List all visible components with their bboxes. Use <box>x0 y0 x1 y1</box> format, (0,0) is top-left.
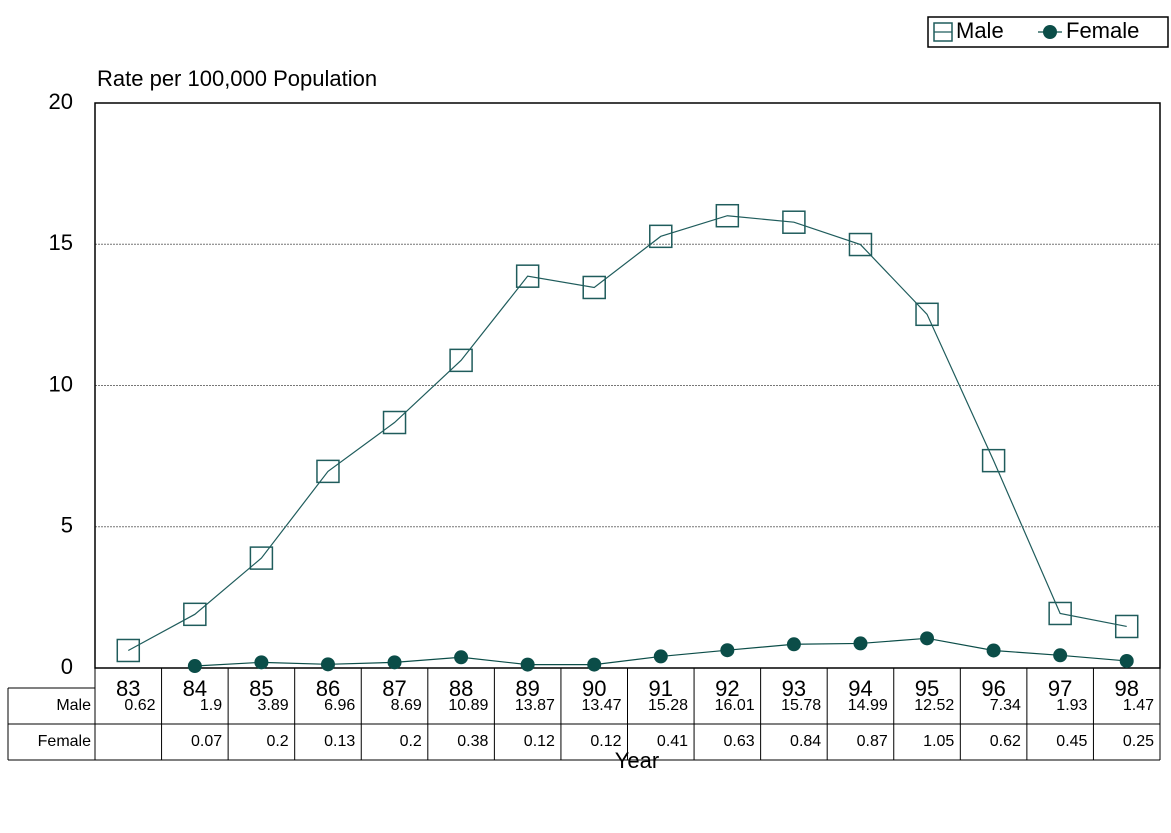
x-tick-label: 98 <box>1114 676 1138 701</box>
marker <box>515 264 540 288</box>
x-tick-label: 94 <box>848 676 872 701</box>
table-value: 1.47 <box>1123 697 1154 714</box>
x-tick-label: 96 <box>981 676 1005 701</box>
marker <box>183 602 207 627</box>
x-tick-label: 95 <box>915 676 939 701</box>
x-tick-label: 88 <box>449 676 473 701</box>
marker <box>1053 648 1068 663</box>
marker <box>720 643 735 658</box>
x-tick-label: 89 <box>515 676 539 701</box>
y-tick-label: 15 <box>49 230 73 255</box>
marker <box>320 657 335 672</box>
series-line <box>127 215 1127 652</box>
table-value: 13.47 <box>581 697 621 714</box>
marker <box>853 636 868 651</box>
table-value: 15.28 <box>648 697 688 714</box>
table-value: 0.87 <box>857 733 888 750</box>
marker <box>649 224 673 249</box>
marker <box>382 410 407 435</box>
table-value: 12.52 <box>914 697 954 714</box>
table-value: 0.38 <box>457 733 488 750</box>
marker <box>316 459 340 484</box>
marker <box>387 655 402 670</box>
table-value: 13.87 <box>515 697 555 714</box>
marker <box>1119 653 1134 668</box>
y-tick-label: 5 <box>61 513 73 538</box>
x-tick-label: 86 <box>316 676 340 701</box>
table-value: 0.2 <box>266 733 288 750</box>
legend-marker <box>1043 25 1057 39</box>
table-row-label: Male <box>56 697 91 714</box>
table-value: 0.12 <box>590 733 621 750</box>
marker <box>920 631 935 646</box>
table-value: 14.99 <box>848 697 888 714</box>
marker <box>520 657 535 672</box>
table-value: 0.25 <box>1123 733 1154 750</box>
table-value: 0.62 <box>990 733 1021 750</box>
x-tick-label: 85 <box>249 676 273 701</box>
table-value: 1.05 <box>923 733 954 750</box>
marker <box>915 302 939 327</box>
marker <box>449 348 473 373</box>
table-value: 0.63 <box>723 733 754 750</box>
marker <box>187 659 202 674</box>
marker <box>782 210 806 234</box>
marker <box>254 655 269 670</box>
table-value: 0.45 <box>1056 733 1087 750</box>
y-tick-label: 0 <box>61 654 73 679</box>
x-tick-label: 83 <box>116 676 140 701</box>
marker <box>986 643 1001 658</box>
x-tick-label: 87 <box>382 676 406 701</box>
table-value: 10.89 <box>448 697 488 714</box>
x-tick-label: 92 <box>715 676 739 701</box>
marker <box>715 203 740 228</box>
table-value: 0.41 <box>657 733 688 750</box>
marker <box>848 232 873 257</box>
marker <box>981 448 1006 473</box>
marker <box>587 657 602 672</box>
table-value: 0.62 <box>124 697 155 714</box>
table-value: 0.12 <box>524 733 555 750</box>
table-row-label: Female <box>38 733 91 750</box>
marker <box>786 637 801 652</box>
marker <box>454 650 469 665</box>
marker <box>653 649 668 664</box>
table-value: 3.89 <box>258 697 289 714</box>
table-value: 1.93 <box>1056 697 1087 714</box>
legend-label: Male <box>956 18 1004 43</box>
marker <box>116 638 141 663</box>
x-tick-label: 91 <box>649 676 673 701</box>
table-value: 7.34 <box>990 697 1021 714</box>
table-value: 1.9 <box>200 697 222 714</box>
marker <box>249 546 274 570</box>
x-tick-label: 93 <box>782 676 806 701</box>
x-tick-label: 97 <box>1048 676 1072 701</box>
marker <box>1114 614 1139 639</box>
legend-label: Female <box>1066 18 1139 43</box>
table-value: 15.78 <box>781 697 821 714</box>
y-tick-label: 10 <box>49 371 73 396</box>
table-value: 0.07 <box>191 733 222 750</box>
y-axis-title: Rate per 100,000 Population <box>97 66 377 91</box>
table-value: 16.01 <box>715 697 755 714</box>
marker <box>582 275 606 300</box>
table-value: 0.13 <box>324 733 355 750</box>
x-tick-label: 90 <box>582 676 606 701</box>
table-value: 8.69 <box>391 697 422 714</box>
table-value: 6.96 <box>324 697 355 714</box>
table-value: 0.2 <box>400 733 422 750</box>
x-tick-label: 84 <box>183 676 207 701</box>
y-tick-label: 20 <box>49 89 73 114</box>
table-value: 0.84 <box>790 733 821 750</box>
marker <box>1048 601 1072 626</box>
